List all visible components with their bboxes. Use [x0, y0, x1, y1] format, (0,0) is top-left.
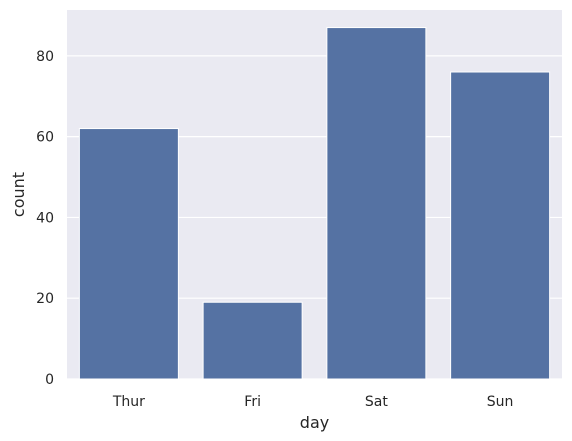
y-tick-label: 20	[36, 291, 54, 307]
y-tick-label: 0	[45, 372, 54, 388]
y-tick-label: 60	[36, 130, 54, 146]
bar-fri	[202, 301, 303, 380]
x-tick-label: Fri	[244, 394, 261, 410]
y-tick-labels: 0 20 40 60 80	[36, 49, 54, 388]
y-tick-label: 80	[36, 49, 54, 65]
y-tick-label: 40	[36, 210, 54, 226]
x-tick-labels: Thur Fri Sat Sun	[112, 394, 514, 410]
x-tick-label: Sat	[365, 394, 388, 410]
x-tick-label: Sun	[487, 394, 514, 410]
bar-sat	[326, 27, 427, 380]
y-axis-label: count	[9, 172, 28, 217]
bar-sun	[450, 71, 551, 380]
x-tick-label: Thur	[112, 394, 145, 410]
x-axis-label: day	[300, 413, 329, 432]
bars	[78, 27, 551, 380]
bar-thur	[78, 128, 179, 380]
